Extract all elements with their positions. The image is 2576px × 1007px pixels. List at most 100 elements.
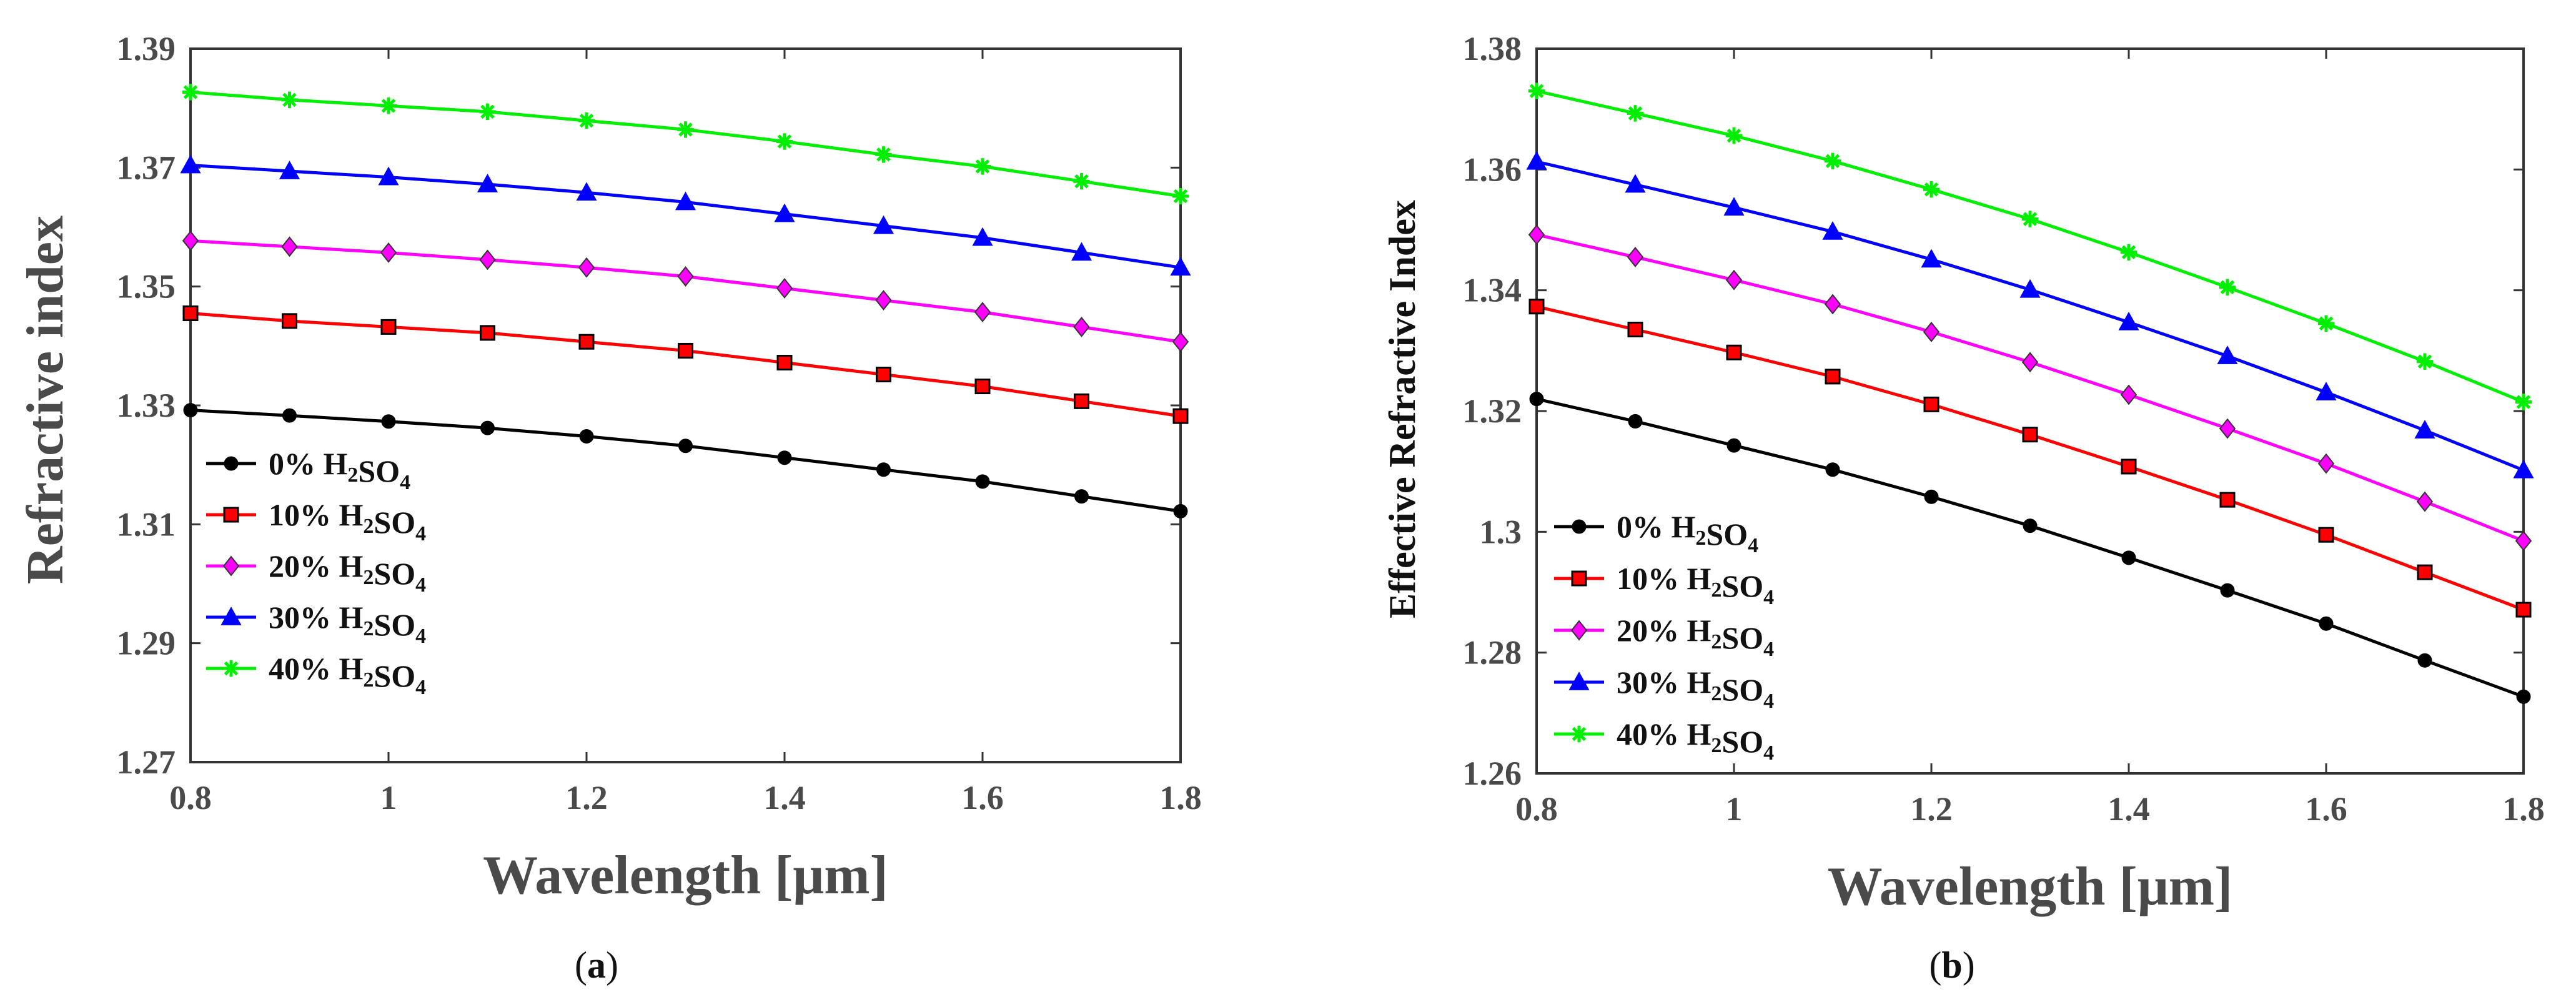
data-point-s4-p3 bbox=[479, 103, 496, 121]
data-point-s0-p5 bbox=[678, 439, 693, 454]
data-point-s3-p0 bbox=[1526, 151, 1547, 170]
data-point-s0-p8 bbox=[975, 474, 990, 489]
data-point-s2-p8 bbox=[2317, 453, 2335, 474]
data-point-s4-p2 bbox=[380, 97, 397, 114]
data-point-s0-p7 bbox=[2220, 583, 2235, 598]
data-point-s0-p7 bbox=[876, 462, 891, 477]
data-point-s4-p10 bbox=[1172, 187, 1189, 205]
data-point-s1-p1 bbox=[282, 313, 297, 329]
data-point-s2-p2 bbox=[1725, 269, 1743, 290]
data-point-s3-p1 bbox=[1625, 174, 1646, 193]
data-point-s3-p5 bbox=[2019, 279, 2041, 298]
data-point-s0-p0 bbox=[1529, 392, 1544, 407]
data-point-s1-p9 bbox=[1074, 393, 1089, 409]
data-point-s3-p5 bbox=[675, 191, 696, 211]
data-point-s4-p0 bbox=[1528, 82, 1545, 99]
data-point-s1-p3 bbox=[1825, 369, 1841, 385]
data-point-s4-p4 bbox=[1923, 181, 1940, 198]
data-point-s0-p9 bbox=[1074, 489, 1089, 504]
data-point-s1-p2 bbox=[380, 319, 397, 335]
legend-label-2: 20% H2SO4 bbox=[1617, 613, 1774, 661]
legend-marker-0 bbox=[224, 456, 239, 471]
data-point-s1-p8 bbox=[974, 379, 991, 395]
data-point-s1-p0 bbox=[1528, 299, 1545, 315]
legend-marker-1 bbox=[223, 507, 239, 523]
data-point-s4-p5 bbox=[2021, 211, 2039, 227]
data-point-s2-p0 bbox=[1528, 224, 1545, 246]
data-point-s0-p2 bbox=[1726, 438, 1741, 453]
series-line-0 bbox=[1536, 397, 2524, 698]
data-point-s0-p3 bbox=[480, 420, 495, 435]
data-point-s1-p5 bbox=[678, 342, 693, 359]
legend-label-1: 10% H2SO4 bbox=[269, 497, 426, 545]
y-tick-label: 1.3 bbox=[1480, 513, 1522, 550]
data-point-s0-p9 bbox=[2417, 653, 2432, 668]
x-tick-label: 1.2 bbox=[565, 779, 608, 816]
legend-marker-4 bbox=[222, 660, 240, 677]
data-point-s2-p5 bbox=[677, 266, 694, 287]
data-point-s4-p5 bbox=[677, 121, 694, 138]
data-point-s4-p9 bbox=[2416, 353, 2434, 370]
panel-label-letter: b bbox=[1941, 945, 1962, 986]
data-point-s1-p4 bbox=[1923, 396, 1939, 412]
data-point-s4-p1 bbox=[1627, 105, 1644, 122]
x-tick-label: 0.8 bbox=[1515, 790, 1558, 828]
legend-label-0: 0% H2SO4 bbox=[1617, 509, 1758, 557]
series-line-2 bbox=[190, 239, 1181, 344]
data-point-s3-p4 bbox=[576, 182, 597, 201]
data-point-s4-p3 bbox=[1824, 152, 1841, 169]
x-tick-label: 1.6 bbox=[2305, 790, 2347, 828]
data-point-s3-p1 bbox=[279, 161, 300, 179]
data-point-s0-p1 bbox=[282, 408, 297, 423]
data-point-s3-p3 bbox=[1822, 221, 1843, 240]
data-point-s2-p7 bbox=[2219, 418, 2236, 439]
data-point-s2-p10 bbox=[2515, 530, 2532, 552]
data-point-s3-p2 bbox=[378, 166, 399, 186]
data-point-s3-p6 bbox=[774, 203, 795, 222]
data-point-s1-p6 bbox=[776, 354, 793, 370]
data-point-s1-p6 bbox=[2121, 459, 2137, 475]
data-point-s4-p4 bbox=[578, 112, 595, 129]
data-point-s3-p3 bbox=[477, 174, 498, 192]
data-point-s2-p4 bbox=[578, 257, 595, 278]
data-point-s0-p3 bbox=[1825, 462, 1840, 477]
data-point-s4-p2 bbox=[1725, 127, 1743, 144]
data-point-s2-p4 bbox=[1923, 321, 1940, 342]
data-point-s2-p9 bbox=[1073, 316, 1090, 337]
data-point-s2-p6 bbox=[2120, 384, 2138, 405]
y-tick-label: 1.27 bbox=[117, 743, 176, 781]
data-point-s3-p0 bbox=[180, 154, 201, 174]
panel-label-letter: a bbox=[587, 945, 606, 986]
data-point-s3-p4 bbox=[1921, 249, 1942, 268]
data-point-s3-p10 bbox=[1170, 257, 1191, 276]
data-point-s1-p9 bbox=[2417, 564, 2433, 580]
data-point-s3-p7 bbox=[873, 215, 894, 234]
data-point-s3-p2 bbox=[1723, 197, 1745, 216]
y-axis-label: Refractive index bbox=[16, 216, 74, 584]
panel-label: (a) bbox=[575, 945, 618, 986]
x-tick-label: 1 bbox=[380, 779, 397, 816]
legend-marker-2 bbox=[222, 555, 240, 577]
data-point-s3-p9 bbox=[1071, 242, 1092, 261]
y-tick-label: 1.37 bbox=[117, 149, 176, 186]
data-point-s2-p3 bbox=[479, 249, 496, 270]
data-point-s0-p10 bbox=[1173, 504, 1188, 518]
x-tick-label: 1.4 bbox=[2108, 790, 2150, 828]
x-axis-label: Wavelength [μm] bbox=[483, 845, 888, 906]
data-point-s2-p6 bbox=[776, 278, 793, 299]
data-point-s4-p7 bbox=[875, 146, 892, 163]
legend-marker-4 bbox=[1570, 725, 1588, 743]
legend-label-4: 40% H2SO4 bbox=[1617, 717, 1774, 765]
chart-panel-a: 0.8 1 1.2 1.4 1.6 1.8 1.27 1.29 1.31 1.33 1.35 1.37… bbox=[16, 30, 1202, 986]
y-tick-label: 1.33 bbox=[117, 387, 176, 424]
data-point-s1-p7 bbox=[2219, 492, 2236, 508]
y-tick-label: 1.36 bbox=[1463, 151, 1522, 188]
data-point-s2-p1 bbox=[1627, 247, 1644, 267]
data-point-s3-p9 bbox=[2414, 420, 2435, 439]
data-point-s2-p0 bbox=[182, 230, 199, 251]
data-point-s4-p6 bbox=[2120, 244, 2138, 260]
x-tick-label: 0.8 bbox=[169, 779, 212, 816]
data-point-s1-p4 bbox=[578, 334, 595, 350]
data-point-s2-p8 bbox=[974, 302, 991, 323]
legend-marker-2 bbox=[1570, 620, 1588, 641]
